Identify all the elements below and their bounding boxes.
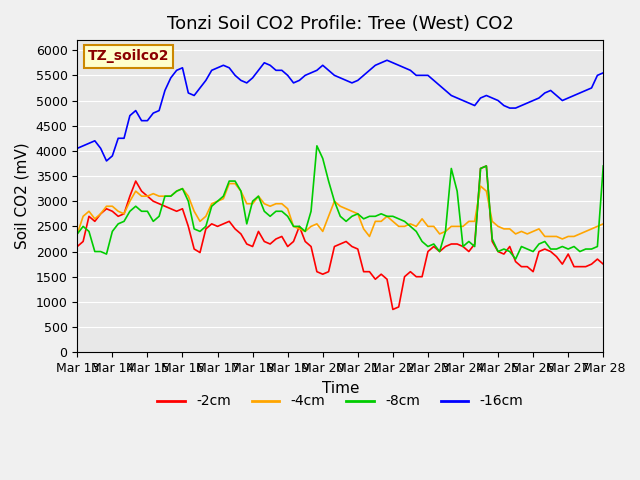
-16cm	[102, 158, 110, 164]
-16cm	[593, 72, 601, 78]
Legend: -2cm, -4cm, -8cm, -16cm: -2cm, -4cm, -8cm, -16cm	[152, 389, 529, 414]
-16cm	[202, 77, 210, 83]
-16cm	[529, 97, 537, 103]
-8cm	[196, 228, 204, 234]
-8cm	[600, 163, 607, 169]
-16cm	[143, 118, 151, 123]
-8cm	[313, 143, 321, 149]
-4cm	[593, 224, 601, 229]
-4cm	[138, 193, 145, 199]
-4cm	[74, 231, 81, 237]
-2cm	[389, 307, 397, 312]
-2cm	[378, 271, 385, 277]
-2cm	[529, 269, 537, 275]
-2cm	[593, 256, 601, 262]
-4cm	[524, 231, 531, 237]
-2cm	[208, 221, 216, 227]
-8cm	[512, 256, 520, 262]
-8cm	[208, 204, 216, 209]
-4cm	[383, 214, 391, 219]
-16cm	[389, 60, 397, 66]
Y-axis label: Soil CO2 (mV): Soil CO2 (mV)	[15, 143, 30, 250]
X-axis label: Time: Time	[321, 381, 359, 396]
-16cm	[600, 70, 607, 76]
-8cm	[74, 231, 81, 237]
-8cm	[593, 244, 601, 250]
Line: -2cm: -2cm	[77, 166, 604, 310]
-2cm	[74, 244, 81, 250]
-16cm	[383, 58, 391, 63]
Line: -16cm: -16cm	[77, 60, 604, 161]
-4cm	[196, 218, 204, 224]
-4cm	[600, 221, 607, 227]
-4cm	[208, 201, 216, 206]
-8cm	[383, 214, 391, 219]
-8cm	[138, 208, 145, 214]
-2cm	[138, 188, 145, 194]
-2cm	[196, 250, 204, 255]
-4cm	[225, 180, 233, 186]
Line: -8cm: -8cm	[77, 146, 604, 259]
-8cm	[529, 249, 537, 254]
-2cm	[600, 261, 607, 267]
-4cm	[559, 236, 566, 242]
Text: TZ_soilco2: TZ_soilco2	[88, 49, 170, 63]
-16cm	[214, 65, 221, 71]
-16cm	[74, 145, 81, 151]
-2cm	[483, 163, 490, 169]
Line: -4cm: -4cm	[77, 183, 604, 239]
Title: Tonzi Soil CO2 Profile: Tree (West) CO2: Tonzi Soil CO2 Profile: Tree (West) CO2	[167, 15, 514, 33]
